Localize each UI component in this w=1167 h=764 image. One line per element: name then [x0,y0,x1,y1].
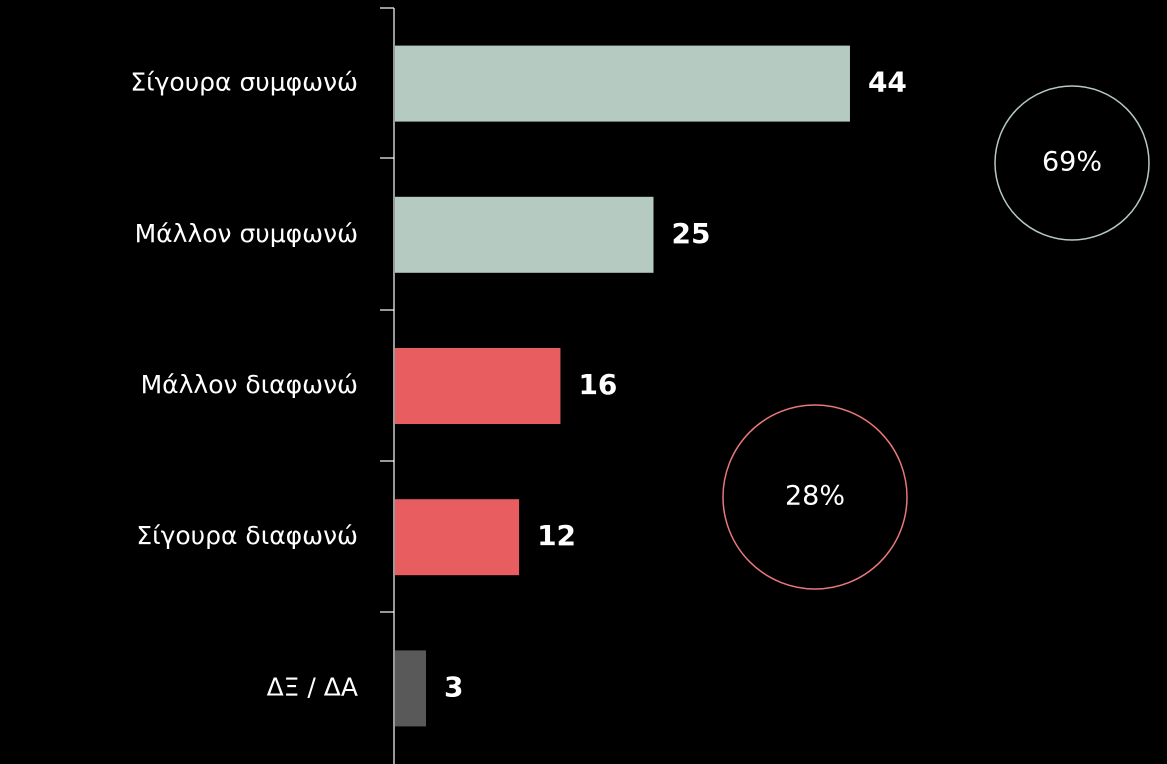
category-label: Σίγουρα συμφωνώ [130,68,358,97]
value-label: 12 [537,519,576,552]
category-label: ΔΞ / ΔΑ [267,672,358,701]
bar [395,650,427,727]
category-axis [380,7,395,764]
bar [395,348,561,424]
annotation-text: 28% [785,481,845,512]
annotation-circle [994,85,1150,241]
value-label: 44 [868,66,907,99]
category-label: Μάλλον διαφωνώ [141,370,358,399]
value-label: 25 [672,217,711,250]
bar [395,499,520,576]
annotation-text: 69% [1042,147,1102,178]
value-label: 3 [444,670,463,703]
category-label: Μάλλον συμφωνώ [135,219,358,248]
bar [395,45,850,122]
bar [395,196,654,273]
value-label: 16 [578,368,617,401]
category-label: Σίγουρα διαφωνώ [136,521,358,550]
annotation-circle [722,404,908,590]
